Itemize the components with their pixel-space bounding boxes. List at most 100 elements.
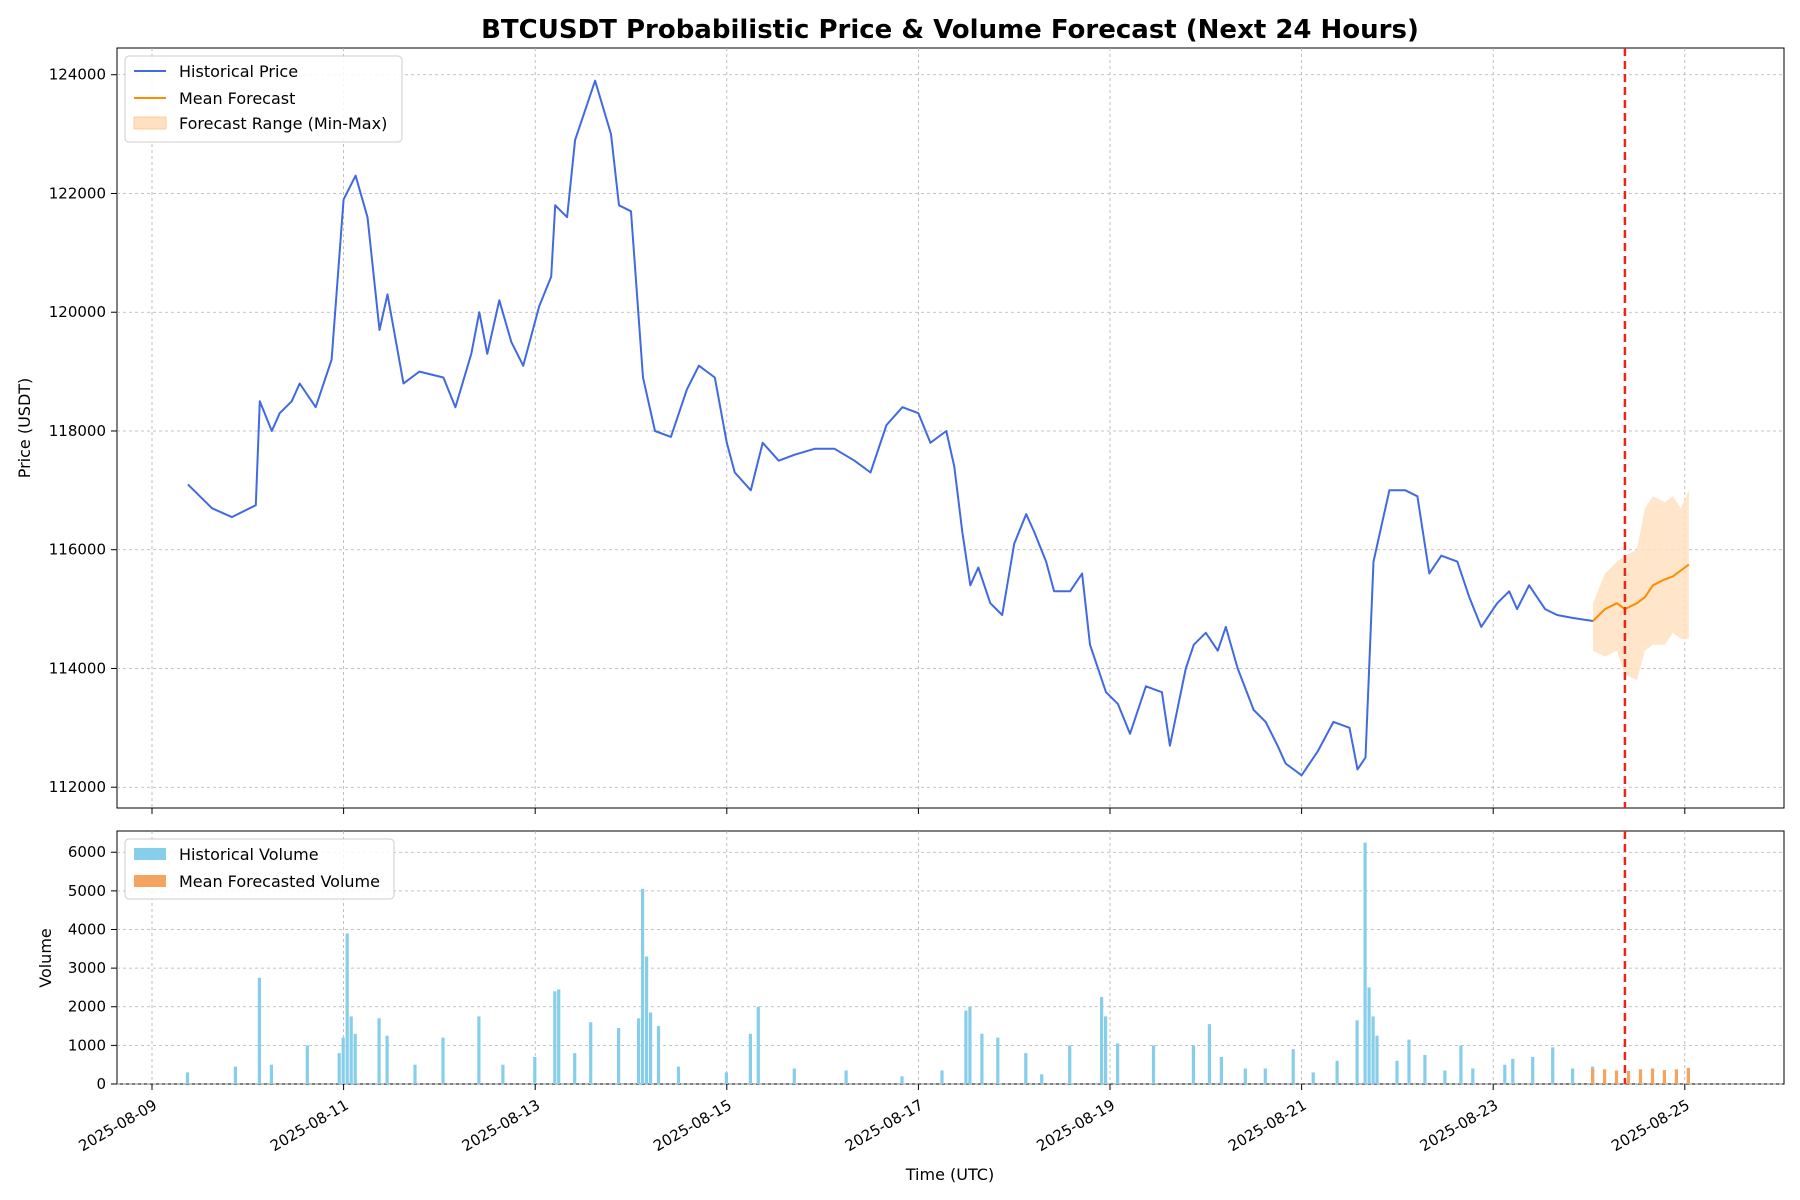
legend-forecasted-volume: Mean Forecasted Volume — [179, 872, 380, 891]
volume-y-tick-label: 4000 — [68, 920, 106, 938]
historical-volume-bar — [1104, 1016, 1108, 1084]
forecasted-volume-bar — [1603, 1069, 1607, 1084]
historical-volume-bar — [645, 956, 649, 1084]
volume-y-tick-label: 0 — [96, 1075, 106, 1093]
historical-volume-bar — [1116, 1043, 1120, 1084]
historical-volume-bar — [637, 1018, 641, 1084]
historical-volume-bar — [533, 1057, 537, 1084]
historical-volume-bar — [940, 1070, 944, 1084]
historical-volume-bar — [1443, 1070, 1447, 1084]
historical-volume-bar — [477, 1016, 481, 1084]
price-panel: 112000 114000 116000 118000 120000 122000 1240… — [15, 47, 1785, 814]
historical-volume-bar — [1407, 1039, 1411, 1084]
price-x-ticks — [151, 808, 1686, 814]
historical-volume-bar — [1471, 1068, 1475, 1084]
forecast-range-area — [1593, 490, 1689, 681]
historical-volume-bar — [185, 1072, 190, 1084]
price-series — [187, 48, 1690, 808]
historical-volume-bar — [553, 991, 557, 1084]
historical-volume-bar — [1571, 1068, 1575, 1084]
historical-volume-bar — [233, 1066, 237, 1084]
historical-volume-bar — [1371, 1016, 1375, 1084]
price-legend-box — [124, 55, 403, 143]
historical-volume-bar — [269, 1064, 273, 1084]
historical-volume-bar — [748, 1033, 752, 1084]
historical-volume-bar — [1423, 1055, 1427, 1084]
forecast-range-band — [1593, 490, 1689, 681]
historical-volume-bar — [1395, 1060, 1399, 1084]
volume-plot-area — [116, 830, 1785, 1085]
x-axis-label: Time (UTC) — [905, 1165, 994, 1184]
forecasted-volume-bar — [1662, 1070, 1666, 1084]
historical-volume-bar — [617, 1028, 621, 1084]
volume-grid — [117, 831, 1784, 1085]
historical-volume-bar — [573, 1053, 577, 1084]
historical-volume-bar — [641, 888, 645, 1084]
historical-volume-bar — [1263, 1068, 1267, 1084]
historical-volume-bar — [1335, 1060, 1339, 1084]
price-y-axis-label: Price (USDT) — [15, 378, 34, 479]
price-y-ticks: 112000 114000 116000 118000 120000 122000 1240… — [49, 66, 117, 796]
legend-historical-volume-swatch — [134, 848, 166, 860]
price-y-tick-label: 122000 — [49, 184, 106, 202]
historical-volume-bar — [968, 1006, 972, 1084]
volume-y-ticks: 0 1000 2000 3000 4000 5000 6000 — [68, 843, 117, 1093]
historical-volume-bar — [656, 1026, 661, 1084]
volume-y-tick-label: 3000 — [68, 959, 106, 977]
forecasted-volume-bar — [1686, 1067, 1690, 1084]
volume-y-tick-label: 2000 — [68, 998, 106, 1016]
historical-volume-bar — [1511, 1058, 1515, 1084]
price-y-tick-label: 116000 — [49, 541, 106, 559]
forecasted-volume-bar — [1674, 1069, 1678, 1084]
historical-volume-bar — [1291, 1049, 1295, 1084]
historical-volume-bar — [1219, 1057, 1223, 1084]
volume-legend-box — [124, 838, 395, 900]
historical-volume-bar — [1243, 1068, 1247, 1084]
price-y-tick-label: 114000 — [49, 659, 106, 677]
historical-volume-bar — [1551, 1047, 1555, 1084]
historical-volume-bar — [649, 1012, 653, 1084]
mean-forecast-line — [1592, 563, 1690, 622]
historical-volume-bar — [1024, 1053, 1028, 1084]
price-y-tick-label: 120000 — [49, 303, 106, 321]
historical-volume-bar — [1355, 1020, 1359, 1084]
historical-volume-bar — [377, 1018, 381, 1084]
volume-bars — [185, 831, 1690, 1084]
historical-volume-bar — [996, 1037, 1000, 1084]
historical-volume-bar — [1363, 842, 1367, 1084]
historical-volume-bar — [1503, 1064, 1507, 1084]
historical-volume-bar — [1207, 1024, 1211, 1084]
historical-volume-bar — [589, 1022, 593, 1084]
historical-volume-bar — [557, 989, 561, 1084]
historical-volume-bar — [1151, 1045, 1156, 1084]
forecasted-volume-bar — [1626, 1070, 1631, 1084]
price-y-tick-label: 118000 — [49, 422, 106, 440]
historical-volume-bar — [349, 1016, 353, 1084]
volume-y-tick-label: 6000 — [68, 843, 106, 861]
price-plot-area — [116, 47, 1785, 809]
price-y-tick-label: 112000 — [49, 778, 106, 796]
legend-forecast-range: Forecast Range (Min-Max) — [179, 114, 387, 133]
historical-volume-bar — [1311, 1072, 1315, 1084]
historical-volume-bar — [257, 977, 261, 1084]
volume-y-tick-label: 1000 — [68, 1036, 106, 1054]
historical-volume-bar — [900, 1076, 904, 1084]
historical-volume-bar — [501, 1064, 505, 1084]
historical-volume-bar — [341, 1037, 345, 1084]
historical-volume-bar — [385, 1035, 389, 1084]
historical-volume-bar — [1100, 997, 1104, 1084]
price-y-tick-label: 124000 — [49, 66, 106, 84]
legend-historical-price: Historical Price — [179, 62, 298, 81]
historical-volume-bar — [1531, 1057, 1535, 1084]
historical-volume-bar — [1040, 1074, 1044, 1084]
historical-volume-bar — [756, 1006, 760, 1084]
forecasted-volume-bar — [1650, 1068, 1655, 1084]
historical-volume-bar — [305, 1045, 309, 1084]
volume-legend: Historical Volume Mean Forecasted Volume — [124, 838, 395, 900]
legend-forecasted-volume-swatch — [134, 875, 166, 887]
legend-mean-forecast: Mean Forecast — [179, 89, 295, 108]
forecasted-volume-bar — [1614, 1070, 1619, 1084]
historical-volume-bar — [413, 1064, 417, 1084]
